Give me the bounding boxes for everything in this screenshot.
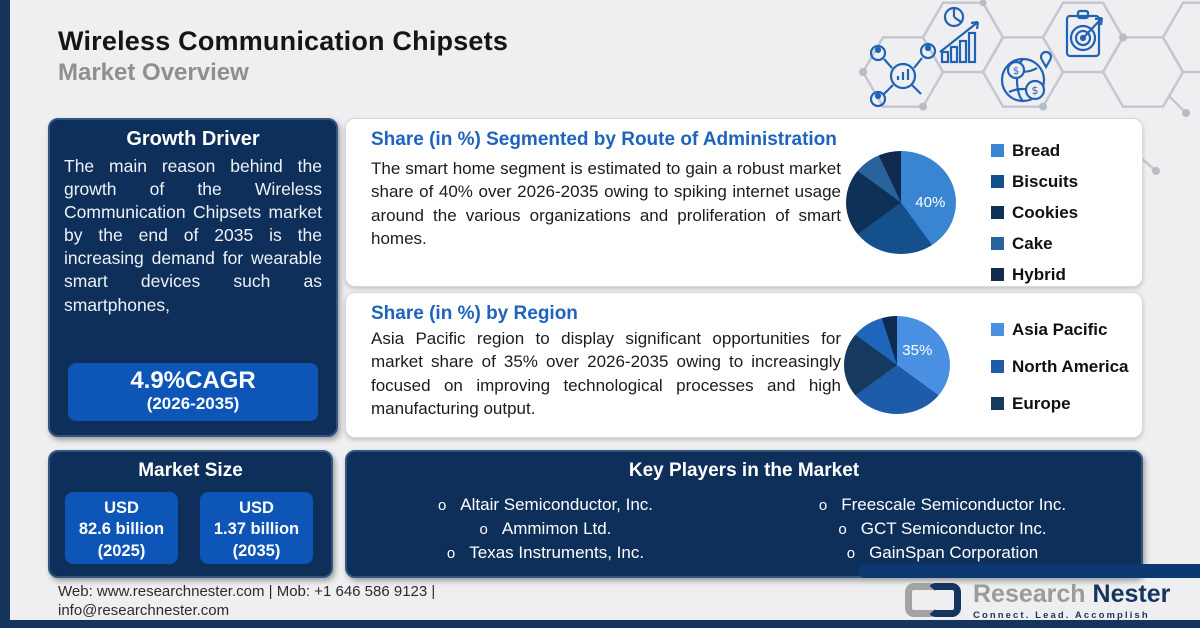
legend-swatch: [991, 397, 1004, 410]
legend-swatch: [991, 175, 1004, 188]
svg-text:$: $: [1032, 84, 1039, 97]
market-size-2035-badge: USD 1.37 billion (2035): [200, 492, 313, 564]
region-share-title: Share (in %) by Region: [371, 303, 578, 324]
market-size-title: Market Size: [138, 460, 243, 481]
research-nester-logo: Research Nester Connect. Lead. Accomplis…: [905, 582, 1170, 621]
svg-text:$: $: [1013, 66, 1019, 77]
currency: USD: [239, 499, 274, 517]
key-players-left-column: o Altair Semiconductor, Inc. o Ammimon Ltd…: [347, 492, 744, 566]
brand-interlock-icon: [905, 583, 963, 617]
bottom-edge-strip: [0, 620, 1200, 628]
brand-secondary: Nester: [1092, 580, 1171, 608]
region-share-body: Asia Pacific region to display significa…: [371, 329, 841, 419]
list-item: o Altair Semiconductor, Inc.: [437, 495, 654, 514]
growth-driver-body: The main reason behind the growth of the…: [64, 156, 322, 315]
list-item: o Ammimon Ltd.: [479, 519, 612, 539]
page-subtitle: Market Overview: [58, 59, 249, 86]
legend-item: Bread: [991, 135, 1078, 166]
logo-accent-bar: [858, 564, 1200, 578]
market-research-icon: [869, 42, 937, 108]
route-share-card: Share (in %) Segmented by Route of Admin…: [345, 118, 1143, 287]
year: (2025): [97, 541, 146, 560]
legend-item: Asia Pacific: [991, 311, 1129, 348]
cagr-period: (2026-2035): [146, 394, 240, 414]
legend-swatch: [991, 144, 1004, 157]
legend-swatch: [991, 323, 1004, 336]
route-pie-data-label: 40%: [915, 194, 946, 212]
amount: 82.6 billion: [78, 520, 165, 539]
key-players-columns: o Altair Semiconductor, Inc. o Ammimon Ltd…: [347, 492, 1141, 566]
region-legend: Asia Pacific North America Europe: [991, 311, 1129, 422]
cagr-badge: 4.9%CAGR (2026-2035): [68, 363, 318, 421]
brand-text: Research Nester Connect. Lead. Accomplis…: [973, 580, 1171, 622]
region-pie-chart: 35%: [844, 316, 950, 414]
global-market-icon: $ $: [1000, 50, 1053, 103]
year: (2035): [232, 541, 281, 560]
legend-item: Cookies: [991, 197, 1078, 228]
currency: USD: [104, 499, 139, 517]
footer-contact: Web: www.researchnester.com | Mob: +1 64…: [58, 583, 435, 621]
list-item: o GainSpan Corporation: [846, 543, 1039, 563]
legend-item: Cake: [991, 228, 1078, 259]
growth-driver-panel: Growth Driver The main reason behind the…: [48, 118, 338, 437]
legend-item: Hybrid: [991, 259, 1078, 290]
route-pie-chart: 40%: [846, 151, 956, 254]
amount: 1.37 billion: [213, 520, 300, 539]
route-share-body: The smart home segment is estimated to g…: [371, 159, 841, 249]
market-size-2025-badge: USD 82.6 billion (2025): [65, 492, 178, 564]
route-legend: Bread Biscuits Cookies Cake Hybrid: [991, 135, 1078, 290]
list-item: o Freescale Semiconductor Inc.: [818, 495, 1067, 514]
legend-item: North America: [991, 348, 1129, 385]
market-size-panel: Market Size USD 82.6 billion (2025) USD …: [48, 450, 333, 578]
legend-item: Europe: [991, 385, 1129, 422]
brand-primary: Research: [973, 580, 1093, 608]
legend-swatch: [991, 206, 1004, 219]
region-pie-data-label: 35%: [902, 342, 933, 360]
hexagon-decor: $ $: [859, 0, 1200, 111]
legend-swatch: [991, 237, 1004, 250]
page-title: Wireless Communication Chipsets: [58, 26, 509, 56]
cagr-value: 4.9%CAGR: [130, 367, 256, 395]
brand-tagline: Connect. Lead. Accomplish: [973, 610, 1150, 621]
growth-driver-title: Growth Driver: [126, 128, 260, 150]
legend-swatch: [991, 268, 1004, 281]
target-clipboard-icon: [1065, 9, 1104, 58]
route-share-title: Share (in %) Segmented by Route of Admin…: [371, 129, 837, 150]
region-share-card: Share (in %) by Region Asia Pacific regi…: [345, 292, 1143, 438]
left-edge-strip: [0, 0, 10, 628]
key-players-title: Key Players in the Market: [628, 460, 860, 481]
key-players-right-column: o Freescale Semiconductor Inc. o GCT Semic…: [744, 492, 1141, 566]
header: Wireless Communication Chipsets Market O…: [58, 26, 508, 87]
legend-swatch: [991, 360, 1004, 373]
key-players-panel: Key Players in the Market o Altair Semico…: [345, 450, 1143, 578]
edge-line-decor: [1140, 95, 1190, 175]
legend-item: Biscuits: [991, 166, 1078, 197]
growth-analytics-icon: [939, 6, 980, 64]
footer-web-mob: Web: www.researchnester.com | Mob: +1 64…: [58, 583, 436, 600]
list-item: o GCT Semiconductor Inc.: [838, 519, 1047, 539]
list-item: o Texas Instruments, Inc.: [446, 543, 645, 563]
footer-email: info@researchnester.com: [58, 601, 230, 619]
